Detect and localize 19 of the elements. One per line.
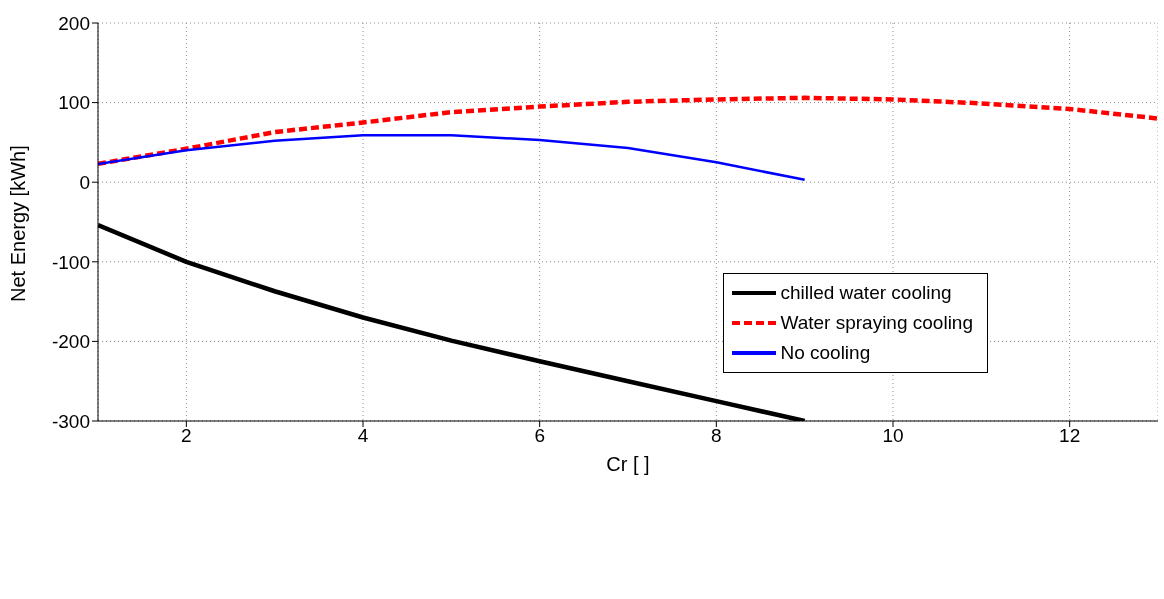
- y-axis-title: Net Energy [kWh]: [7, 145, 30, 302]
- x-tick-label: 10: [882, 425, 904, 447]
- x-tick-label: 4: [357, 425, 369, 447]
- y-tick-label: -200: [51, 331, 90, 353]
- y-tick-label: 200: [58, 12, 90, 34]
- x-tick-label: 2: [181, 425, 192, 447]
- legend-label: No cooling: [780, 342, 871, 364]
- x-tick-label: 6: [534, 425, 545, 447]
- y-tick-label: -100: [51, 251, 90, 273]
- x-axis-title: Cr [ ]: [606, 453, 650, 475]
- line-series: [98, 95, 1158, 167]
- y-tick-label: -300: [51, 410, 90, 432]
- x-tick-label: 8: [711, 425, 722, 447]
- y-tick-label: 0: [79, 171, 90, 193]
- y-tick-label: 100: [58, 92, 90, 114]
- legend-label: chilled water cooling: [780, 282, 952, 304]
- legend-label: Water spraying cooling: [780, 312, 973, 334]
- line-series: [98, 133, 806, 182]
- x-tick-label: 12: [1059, 425, 1081, 447]
